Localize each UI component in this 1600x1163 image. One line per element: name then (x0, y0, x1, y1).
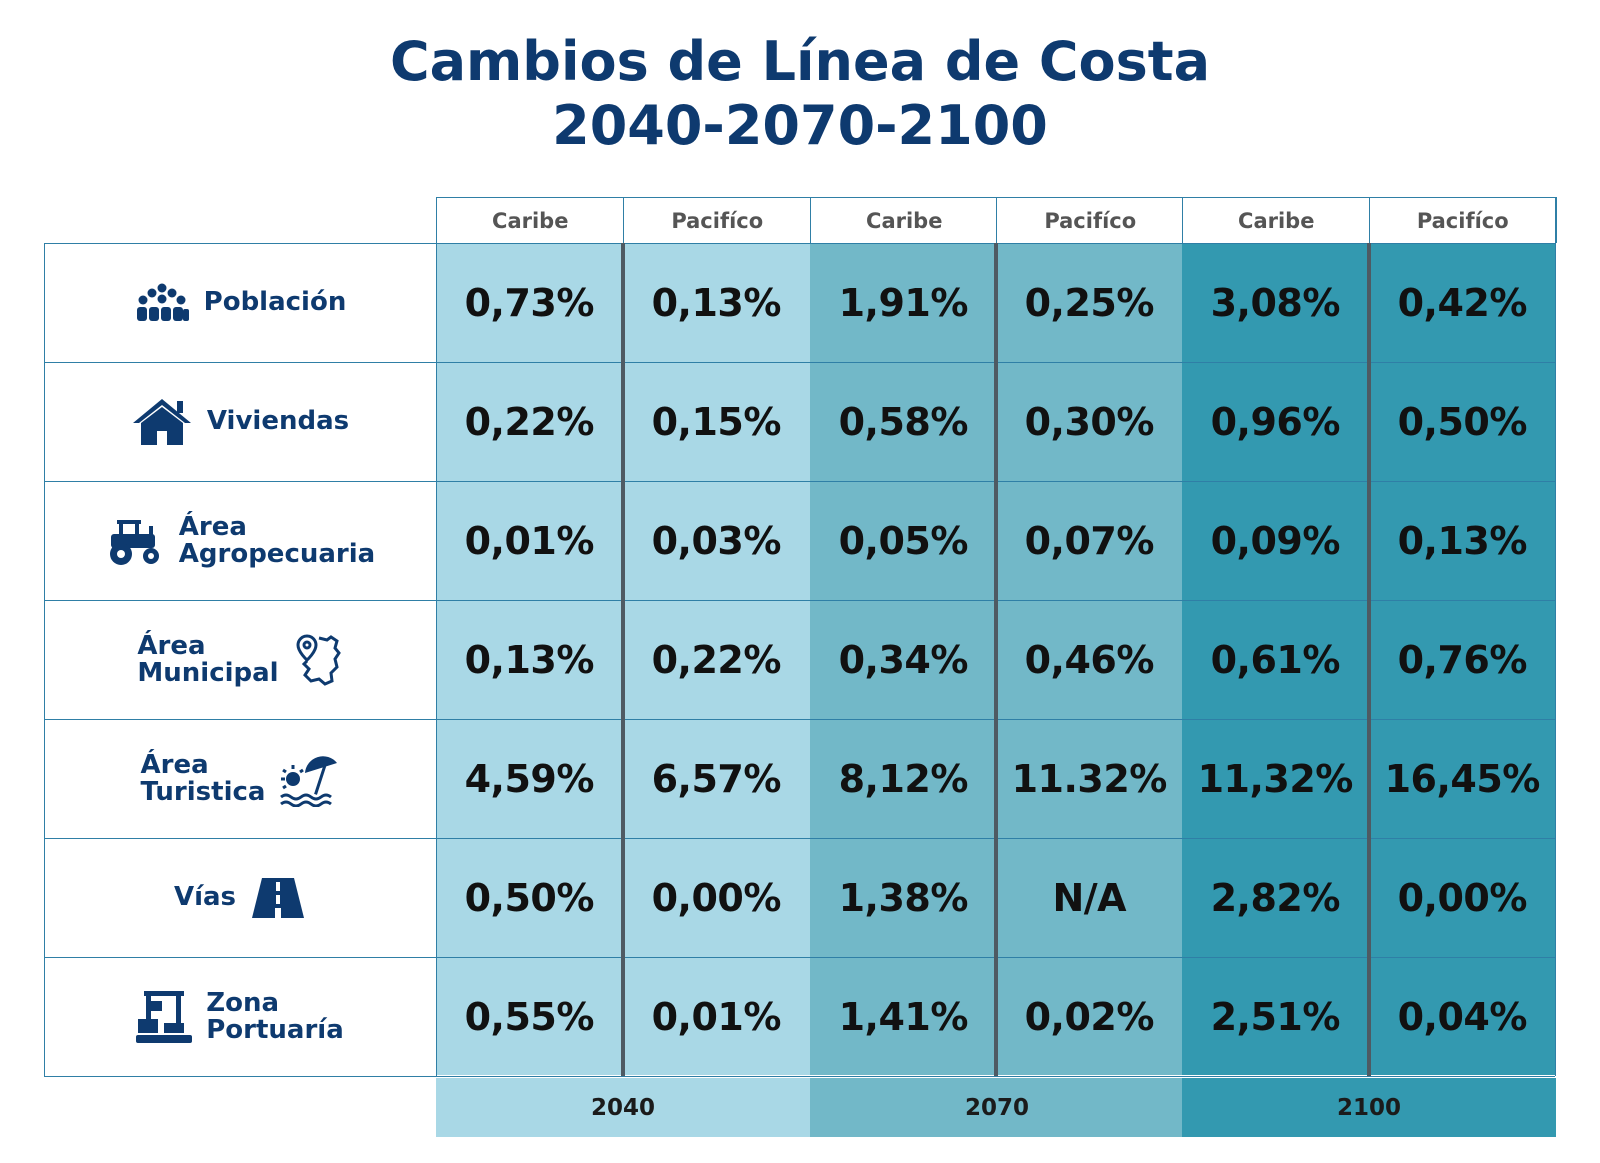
value-cell: 3,08% (1210, 280, 1341, 325)
value-cell: 2,82% (1210, 875, 1341, 920)
row-separator (44, 362, 1555, 363)
house-icon (131, 397, 193, 447)
row-label-text: Área Municipal (137, 630, 279, 688)
value-cell: 0,09% (1210, 518, 1341, 563)
row-label-zona-portuaria: Zona Portuaría (44, 957, 436, 1076)
column-header-caribe-2040: Caribe (436, 197, 624, 243)
value-cell: 0,00% (651, 875, 782, 920)
row-label-line: Área (137, 630, 206, 661)
value-cell: 0,73% (464, 280, 595, 325)
row-label-line: Zona (206, 987, 280, 1018)
port-crane-icon (136, 989, 193, 1045)
row-separator (44, 838, 1555, 839)
value-cell: 1,41% (838, 994, 969, 1039)
value-cell: 0,13% (651, 280, 782, 325)
value-cell: 0,34% (838, 637, 969, 682)
row-label-poblacion: Población (44, 243, 436, 362)
row-label-line: Población (203, 287, 347, 317)
row-label-line: Portuaría (206, 1014, 344, 1045)
row-label-line: Municipal (137, 657, 279, 688)
value-cell: 11.32% (1011, 756, 1168, 801)
group-divider (1367, 243, 1371, 1076)
column-header-caribe-2100: Caribe (1182, 197, 1370, 243)
row-label-viviendas: Viviendas (44, 362, 436, 481)
value-cell: 0,03% (651, 518, 782, 563)
row-label-area-municipal: Área Municipal (44, 600, 436, 719)
column-header-pacifíco-2040: Pacifíco (623, 197, 811, 243)
value-cell: 0,01% (464, 518, 595, 563)
chart-subtitle: 2040-2070-2100 (552, 94, 1048, 157)
value-cell: 0,07% (1024, 518, 1155, 563)
value-cell: 0,01% (651, 994, 782, 1039)
map-pin-icon (293, 632, 343, 688)
column-header-pacifíco-2070: Pacifíco (996, 197, 1184, 243)
row-separator (44, 957, 1555, 958)
row-separator (44, 600, 1555, 601)
row-separator (44, 1076, 1555, 1077)
value-cell: 0,22% (651, 637, 782, 682)
value-cell: 11,32% (1197, 756, 1354, 801)
value-cell: 0,96% (1210, 399, 1341, 444)
row-label-area-turistica: Área Turistica (44, 719, 436, 838)
value-cell: 0,15% (651, 399, 782, 444)
value-cell: 1,38% (838, 875, 969, 920)
row-separator (44, 243, 1555, 244)
value-cell: 6,57% (651, 756, 782, 801)
beach-umbrella-icon (279, 751, 339, 807)
row-label-text: Zona Portuaría (206, 987, 344, 1045)
road-icon (250, 876, 306, 920)
group-divider (994, 243, 998, 1076)
row-label-line: Área (140, 749, 209, 780)
row-label-text: Viviendas (207, 408, 349, 435)
value-cell: 0,25% (1024, 280, 1155, 325)
value-cell: 16,45% (1384, 756, 1541, 801)
tractor-icon (105, 516, 165, 566)
row-separator (44, 481, 1555, 482)
row-label-vias: Vías (44, 838, 436, 957)
value-cell: 0,76% (1397, 637, 1528, 682)
value-cell: 0,61% (1210, 637, 1341, 682)
value-cell: 0,42% (1397, 280, 1528, 325)
row-label-text: Área Turistica (140, 749, 266, 807)
value-cell: 0,22% (464, 399, 595, 444)
value-cell: 0,46% (1024, 637, 1155, 682)
row-label-line: Agropecuaria (178, 538, 376, 569)
row-label-line: Área (178, 511, 247, 542)
column-border (436, 197, 437, 1076)
value-cell: 8,12% (838, 756, 969, 801)
year-label-2040: 2040 (436, 1078, 810, 1137)
column-border (44, 243, 45, 1076)
column-header-pacifíco-2100: Pacifíco (1369, 197, 1557, 243)
value-cell: 0,00% (1397, 875, 1528, 920)
value-cell: 0,04% (1397, 994, 1528, 1039)
value-cell: 4,59% (464, 756, 595, 801)
row-label-area-agropecuaria: Área Agropecuaria (44, 481, 436, 600)
row-separator (44, 719, 1555, 720)
year-label-2100: 2100 (1182, 1078, 1556, 1137)
value-cell: 2,51% (1210, 994, 1341, 1039)
row-label-line: Viviendas (206, 406, 350, 436)
value-cell: 0,50% (1397, 399, 1528, 444)
value-cell: 0,05% (838, 518, 969, 563)
column-header-caribe-2070: Caribe (810, 197, 998, 243)
year-label-2070: 2070 (810, 1078, 1184, 1137)
row-label-line: Turistica (140, 776, 266, 807)
value-cell: 0,50% (464, 875, 595, 920)
value-cell: N/A (1052, 875, 1127, 920)
value-cell: 0,02% (1024, 994, 1155, 1039)
value-cell: 1,91% (838, 280, 969, 325)
chart-title: Cambios de Línea de Costa (389, 30, 1211, 93)
crowd-icon (134, 283, 190, 323)
value-cell: 0,13% (464, 637, 595, 682)
value-cell: 0,30% (1024, 399, 1155, 444)
value-cell: 0,55% (464, 994, 595, 1039)
column-border (1555, 197, 1556, 1076)
row-label-text: Área Agropecuaria (178, 511, 376, 569)
row-label-text: Vías (174, 884, 236, 911)
value-cell: 0,58% (838, 399, 969, 444)
row-label-line: Vías (173, 882, 237, 912)
row-label-text: Población (204, 289, 347, 316)
value-cell: 0,13% (1397, 518, 1528, 563)
group-divider (621, 243, 625, 1076)
